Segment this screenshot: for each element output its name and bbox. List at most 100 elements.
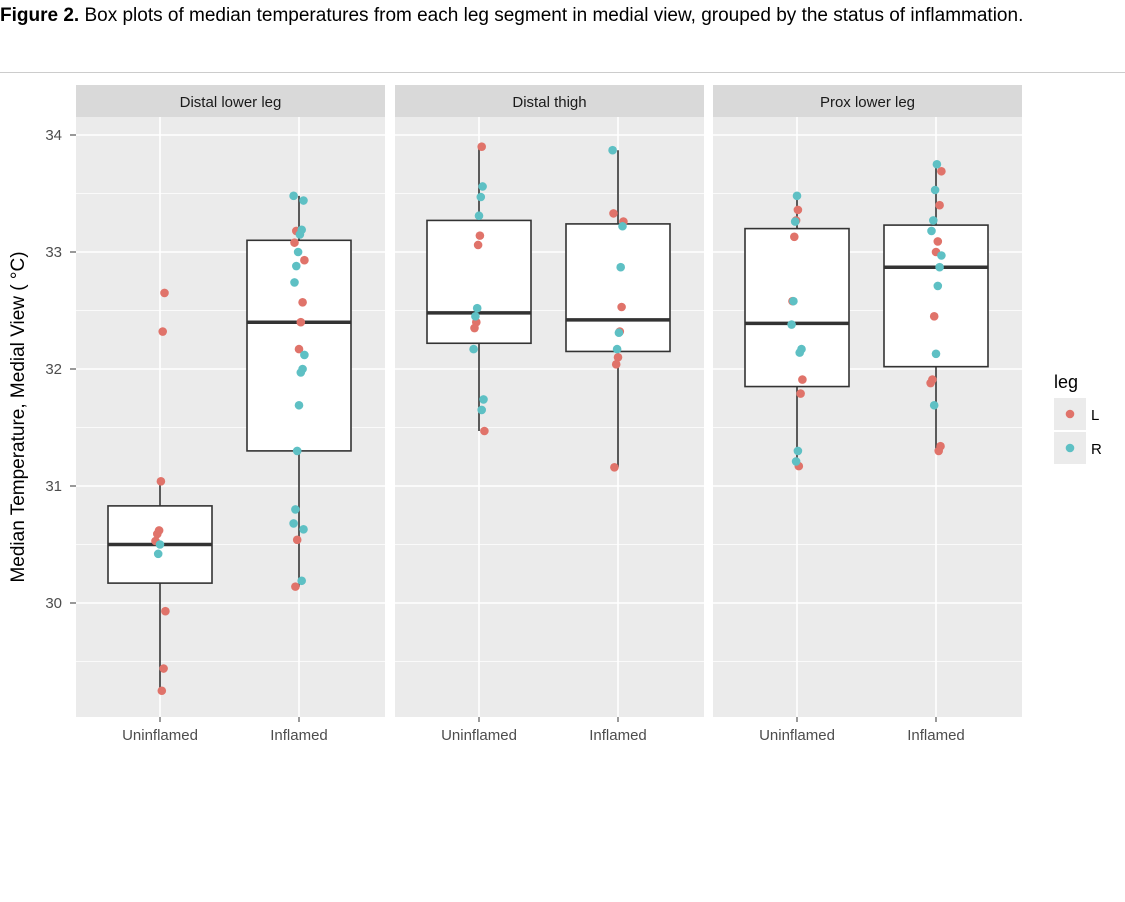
data-point-L (290, 238, 299, 247)
data-point-L (613, 353, 623, 362)
data-point-R (290, 278, 299, 287)
y-tick-label: 34 (45, 127, 62, 144)
data-point-L (477, 142, 487, 151)
data-point-L (158, 327, 167, 336)
data-point-L (157, 686, 167, 696)
facet-title: Prox lower leg (820, 94, 915, 111)
data-point-R (471, 312, 480, 321)
data-point-L (929, 312, 939, 321)
data-point-L (160, 288, 169, 298)
facet-title: Distal lower leg (180, 94, 282, 111)
data-point-L (798, 375, 807, 384)
data-point-R (930, 185, 940, 195)
data-point-R (474, 211, 484, 221)
data-point-L (617, 302, 626, 312)
legend-marker-L (1065, 409, 1075, 419)
data-point-L (790, 232, 799, 242)
y-axis-label: Median Temperature, Medial View ( °C) (8, 251, 29, 582)
data-point-R (472, 303, 482, 313)
data-point-R (616, 262, 625, 272)
data-point-R (153, 549, 163, 559)
y-tick-label: 33 (45, 244, 62, 261)
data-point-R (795, 348, 804, 357)
facet-title: Distal thigh (512, 94, 586, 111)
data-point-R (790, 217, 800, 226)
data-point-L (292, 535, 302, 545)
data-point-L (796, 389, 805, 398)
data-point-R (289, 191, 298, 201)
data-point-L (475, 231, 485, 240)
data-point-L (611, 360, 621, 369)
data-point-R (935, 262, 944, 272)
data-point-L (935, 200, 944, 210)
data-point-L (159, 664, 168, 673)
data-point-R (155, 540, 165, 549)
data-point-R (293, 247, 303, 257)
data-point-L (294, 344, 304, 354)
y-tick-label: 30 (45, 595, 62, 612)
data-point-R (929, 400, 939, 410)
data-point-R (292, 446, 302, 456)
data-point-R (612, 344, 622, 354)
facet-strip (395, 85, 704, 117)
data-point-R (608, 145, 617, 155)
caption-label: Figure 2. (0, 5, 80, 26)
facet-strip (76, 85, 385, 117)
data-point-R (793, 446, 803, 456)
data-point-R (294, 400, 304, 410)
data-point-R (291, 505, 300, 514)
data-point-L (934, 446, 943, 456)
x-tick-label: Uninflamed (759, 727, 835, 744)
box (744, 227, 850, 388)
data-point-R (295, 230, 305, 239)
x-tick-label: Inflamed (589, 727, 647, 744)
x-tick-label: Uninflamed (441, 727, 517, 744)
data-point-R (933, 281, 943, 291)
legend-title: leg (1054, 372, 1078, 392)
caption-text: Box plots of median temperatures from ea… (79, 5, 1024, 26)
data-point-L (793, 205, 803, 215)
data-point-L (298, 298, 307, 307)
facet-strip (713, 85, 1022, 117)
data-point-R (300, 350, 309, 360)
legend-marker-R (1065, 443, 1075, 453)
data-point-R (931, 349, 941, 359)
y-tick-label: 31 (45, 478, 62, 495)
data-point-L (470, 323, 479, 333)
data-point-L (926, 378, 935, 388)
data-point-R (618, 221, 627, 231)
data-point-R (476, 192, 486, 202)
data-point-R (932, 159, 942, 169)
data-point-R (297, 576, 307, 586)
legend-label: L (1091, 407, 1099, 424)
data-point-R (296, 368, 306, 377)
data-point-L (291, 582, 300, 591)
data-point-R (937, 251, 946, 260)
legend-label: R (1091, 441, 1102, 458)
data-point-L (480, 426, 489, 436)
data-point-R (929, 216, 938, 225)
data-point-R (927, 226, 936, 236)
panel-background (395, 117, 704, 717)
data-point-L (473, 240, 483, 250)
x-tick-label: Inflamed (907, 727, 965, 744)
data-point-L (933, 237, 943, 246)
y-tick-label: 32 (45, 361, 62, 378)
data-point-L (610, 462, 619, 472)
data-point-L (161, 606, 170, 616)
data-point-L (300, 255, 309, 265)
data-point-R (789, 296, 798, 306)
data-point-R (469, 344, 478, 354)
data-point-R (289, 519, 298, 528)
x-tick-label: Uninflamed (122, 727, 198, 744)
figure-caption: Figure 2. Box plots of median temperatur… (0, 4, 1115, 27)
data-point-R (479, 395, 488, 404)
data-point-R (791, 457, 801, 466)
x-tick-label: Inflamed (270, 727, 328, 744)
panel-background (713, 117, 1022, 717)
box (883, 224, 989, 368)
data-point-L (296, 317, 306, 327)
data-point-R (292, 261, 301, 271)
data-point-R (477, 405, 487, 415)
